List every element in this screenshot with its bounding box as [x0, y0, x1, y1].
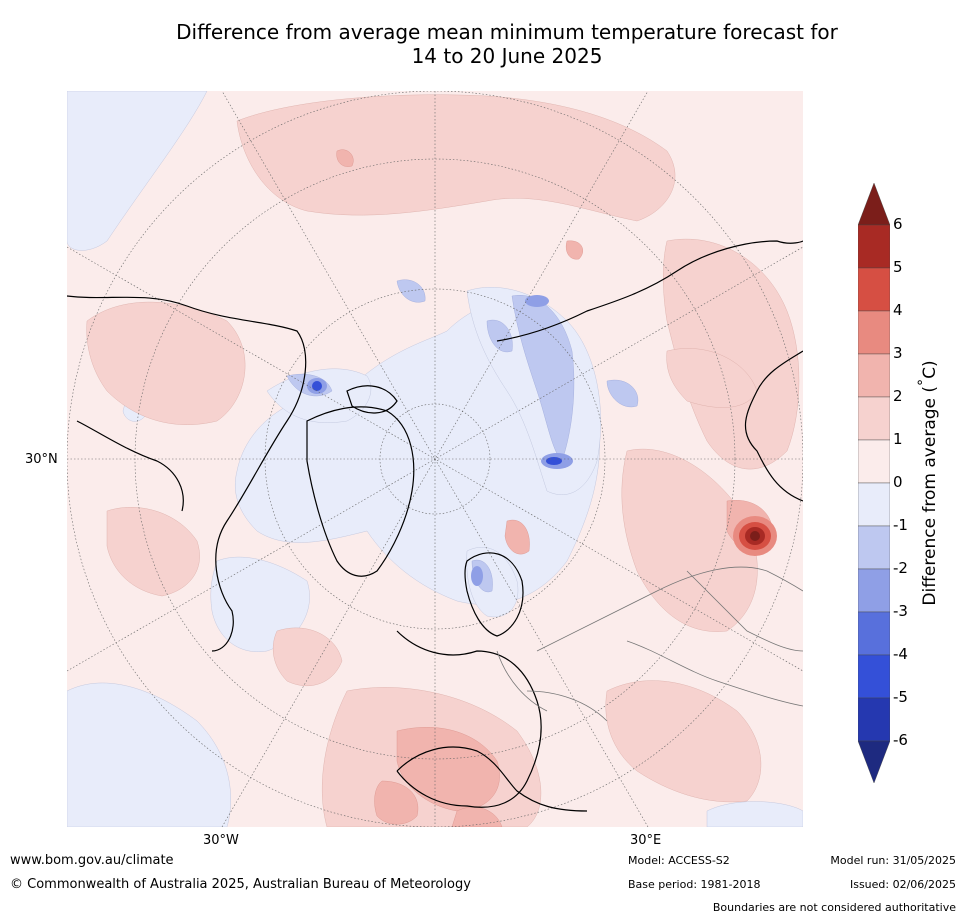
- colorbar-band: [858, 224, 890, 269]
- cool3-scandinavia: [471, 566, 483, 586]
- colorbar-title-degree: °: [916, 378, 933, 386]
- colorbar-title-unit: C): [919, 360, 940, 379]
- coast-europe: [396, 630, 542, 808]
- coast-scandinavia: [464, 552, 524, 637]
- country-boundaries: [496, 566, 803, 722]
- colorbar-band: [858, 482, 890, 527]
- cool-region-atlantic: [210, 556, 310, 652]
- warm-region-atlantic: [272, 627, 343, 687]
- colorbar-tick-label: 5: [893, 258, 903, 276]
- warm-region-india: [666, 348, 758, 408]
- colorbar-band: [858, 310, 890, 355]
- colorbar-title-text: Difference from average (: [919, 385, 940, 606]
- copyright-text: © Commonwealth of Australia 2025, Austra…: [10, 877, 471, 892]
- chart-title: Difference from average mean minimum tem…: [0, 20, 965, 68]
- colorbar-tick-label: 2: [893, 387, 903, 405]
- colorbar-band: [858, 439, 890, 484]
- coast-siberia: [496, 240, 803, 342]
- meridian-60e: [67, 246, 803, 672]
- latitude-circle-60: [264, 288, 606, 630]
- warm2-baltic: [504, 519, 530, 555]
- colorbar-band: [858, 525, 890, 570]
- border-europe-2: [526, 690, 608, 722]
- title-line-2: 14 to 20 June 2025: [411, 44, 603, 68]
- hot-spot-6: [750, 531, 760, 541]
- cool-region-southwest-corner: [67, 682, 231, 827]
- longitude-label-30w: 30°W: [203, 833, 239, 848]
- colorbar-band: [858, 568, 890, 613]
- warm-region-north-america: [106, 507, 200, 597]
- colorbar-band: [858, 353, 890, 398]
- boundary-disclaimer: Boundaries are not considered authoritat…: [712, 901, 956, 914]
- colorbar-band: [858, 183, 890, 226]
- warm-region-middle-east: [605, 680, 762, 803]
- hot-spot-region: [733, 516, 777, 556]
- model-name: Model: ACCESS-S2: [628, 854, 730, 867]
- colorbar-band: [858, 611, 890, 656]
- base-period: Base period: 1981-2018: [628, 878, 761, 891]
- latitude-label-30n: 30°N: [25, 452, 58, 467]
- colorbar-tick-label: 6: [893, 215, 903, 233]
- cool2-taymyr: [606, 379, 639, 408]
- warm-region-alaska: [86, 301, 246, 425]
- border-russia-south: [536, 566, 803, 652]
- warm2-siberia-dot: [566, 240, 583, 260]
- coast-alaska: [76, 420, 184, 512]
- colorbar-tick-label: 4: [893, 301, 903, 319]
- border-china: [686, 570, 803, 652]
- warm2-mediterranean: [396, 727, 500, 812]
- title-line-1: Difference from average mean minimum tem…: [176, 20, 838, 44]
- cool-region-southeast-corner: [706, 801, 803, 827]
- cool2-kara: [486, 319, 513, 353]
- colorbar-tick-label: -5: [893, 688, 908, 706]
- cool5-siberia: [546, 457, 562, 465]
- colorbar-title: Difference from average (°C): [916, 360, 940, 605]
- colorbar: [858, 183, 890, 783]
- cool3-kara: [525, 295, 549, 307]
- colorbar-tick-label: 1: [893, 430, 903, 448]
- colorbar-tick-label: -3: [893, 602, 908, 620]
- border-central-asia: [626, 640, 803, 707]
- colorbar-band: [858, 697, 890, 742]
- temperature-anomaly-map: [67, 91, 803, 827]
- colorbar-tick-label: -1: [893, 516, 908, 534]
- warm2-iberia: [374, 780, 419, 825]
- website-link[interactable]: www.bom.gov.au/climate: [10, 853, 174, 868]
- colorbar-band: [858, 267, 890, 312]
- graticule: [67, 91, 803, 827]
- coast-arctic-islands: [346, 385, 398, 414]
- coast-east-asia: [744, 350, 803, 502]
- colorbar-band: [858, 740, 890, 783]
- coast-greenland: [306, 406, 415, 577]
- colorbar-tick-label: -4: [893, 645, 908, 663]
- border-europe-1: [496, 650, 548, 712]
- longitude-label-30e: 30°E: [630, 833, 662, 848]
- colorbar-band: [858, 654, 890, 699]
- colorbar-tick-label: -6: [893, 731, 908, 749]
- warm2-south-europe: [451, 806, 503, 827]
- warm-region-north-pacific: [236, 94, 676, 222]
- colorbar-bands: [858, 183, 890, 783]
- model-run-date: Model run: 31/05/2025: [830, 854, 956, 867]
- cool5-canada: [312, 381, 322, 391]
- issued-date: Issued: 02/06/2025: [849, 878, 956, 891]
- coast-mediterranean: [396, 746, 588, 812]
- colorbar-band: [858, 396, 890, 441]
- cool-region-northwest-corner: [67, 91, 208, 251]
- colorbar-tick-label: -2: [893, 559, 908, 577]
- coast-north-america: [67, 295, 307, 652]
- colorbar-tick-label: 0: [893, 473, 903, 491]
- map-svg: [67, 91, 803, 827]
- warm2-pacific-dot: [336, 149, 354, 167]
- coastlines: [67, 240, 803, 812]
- colorbar-tick-label: 3: [893, 344, 903, 362]
